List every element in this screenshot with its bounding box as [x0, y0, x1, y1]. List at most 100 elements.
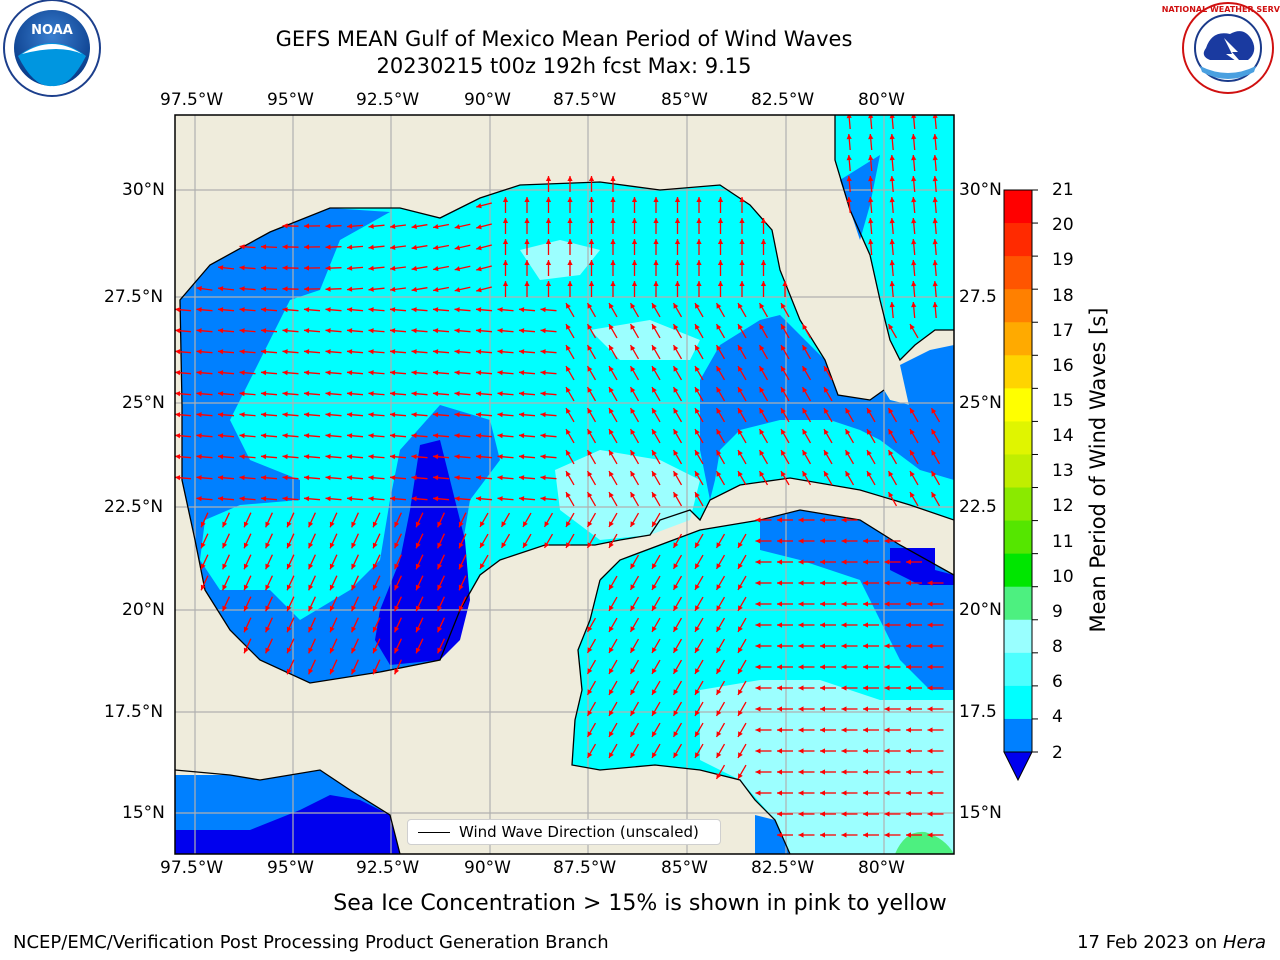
wind-wave-arrow-head [652, 408, 657, 414]
wind-wave-arrow-head [282, 454, 288, 460]
wind-wave-arrow-head [415, 542, 421, 549]
wind-wave-arrow-head [304, 223, 309, 229]
graticule [175, 115, 954, 854]
noaa-logo: NOAA [3, 0, 101, 97]
wind-wave-arrow-head [824, 471, 829, 477]
wind-wave-arrow-head [433, 349, 439, 355]
wind-wave-arrow-head [927, 580, 933, 586]
wind-wave-arrow-head [411, 328, 417, 334]
wind-wave-arrow-head [609, 689, 614, 695]
wind-wave-arrow-head [884, 643, 890, 649]
wind-wave-arrow-head [329, 542, 335, 549]
wind-wave-arrow-head [652, 647, 657, 653]
wind-wave-arrow-head [433, 475, 439, 481]
wind-wave-arrow-head [927, 748, 933, 754]
wind-wave-arrow-head [286, 626, 292, 633]
wind-wave-arrow-head [759, 471, 765, 477]
wind-wave-arrow-head [394, 605, 400, 612]
wind-wave-arrow-head [325, 244, 331, 250]
wind-wave-arrow-head [261, 475, 267, 481]
colorbar-tick: 6 [1052, 672, 1063, 692]
wind-wave-arrow-head [695, 689, 700, 695]
wind-wave-arrow-head [798, 706, 804, 712]
wind-wave-arrow-head [610, 176, 616, 181]
wind-wave-arrow-head [218, 496, 224, 502]
wind-wave-arrow-head [497, 349, 503, 355]
wind-wave-arrow-head [738, 689, 743, 695]
wind-wave-arrow-head [841, 706, 847, 712]
wind-wave-arrow-head [588, 218, 595, 223]
wind-wave-arrow-head [304, 433, 310, 439]
wind-wave-arrow-head [630, 450, 636, 456]
wind-wave-arrow-head [846, 197, 852, 203]
wind-wave-arrow-head [739, 281, 745, 286]
wind-wave-arrow-head [911, 239, 917, 245]
wind-wave-arrow-head [347, 412, 353, 418]
wind-wave-arrow-head [798, 601, 804, 607]
colorbar-segment [1004, 355, 1032, 389]
wind-wave-arrow-head [630, 731, 636, 737]
wind-wave-arrow-head [196, 454, 202, 460]
wind-wave-arrow-head [716, 303, 722, 309]
lon-tick-top: 95°W [267, 90, 314, 110]
wind-wave-arrow-head [476, 433, 482, 439]
wind-wave-arrow-head [265, 542, 271, 549]
wind-wave-arrow-head [304, 307, 310, 313]
wind-wave-arrow-head [437, 647, 443, 654]
wind-wave-arrow-head [368, 328, 374, 334]
wind-wave-arrow-head [261, 265, 267, 271]
wind-wave-arrow-head [759, 387, 765, 393]
wind-wave-arrow-head [673, 584, 679, 590]
colorbar-tick: 17 [1052, 321, 1074, 341]
colorbar-under-triangle [1003, 751, 1033, 782]
wind-wave-arrow-head [433, 328, 439, 334]
wind-wave-arrow-head [609, 521, 614, 527]
wind-wave-arrow-head [347, 244, 353, 250]
wind-wave-arrow-head [846, 134, 852, 140]
wind-wave-arrow-head [781, 471, 786, 477]
colorbar-segment [1004, 289, 1032, 323]
wind-wave-arrow-head [820, 580, 825, 586]
wind-wave-arrow-head [846, 115, 852, 119]
wind-wave-arrow-head [927, 832, 933, 838]
footer-date-text: 17 Feb 2023 on [1077, 932, 1223, 953]
wind-wave-arrow-head [587, 542, 593, 548]
wind-wave-arrow-head [777, 748, 782, 754]
wind-wave-arrow-head [716, 471, 722, 477]
wind-wave-arrow-head [394, 563, 400, 570]
wind-wave-arrow-head [716, 731, 722, 737]
wind-wave-arrow-head [196, 307, 202, 313]
wind-wave-arrow-head [175, 328, 181, 334]
wind-wave-arrow-head [347, 307, 353, 313]
wind-wave-arrow-head [476, 496, 482, 502]
period-under-2-region [175, 795, 400, 854]
wind-wave-arrow-head [587, 324, 593, 330]
wind-wave-arrow-head [175, 475, 181, 481]
wind-wave-arrow-head [368, 475, 374, 481]
wind-wave-arrow-head [545, 281, 552, 286]
lat-tick-left: 27.5°N [104, 287, 164, 307]
wind-wave-arrow-head [777, 769, 782, 775]
wind-wave-arrow-head [239, 475, 245, 481]
wind-wave-arrow-head [931, 450, 937, 456]
wind-wave-arrow-head [545, 239, 552, 244]
wind-wave-arrow-head [394, 668, 400, 675]
wind-wave-arrow-head [239, 391, 245, 397]
wind-wave-arrow-head [798, 685, 804, 691]
wind-wave-arrow-head [454, 370, 460, 376]
wind-wave-arrow-head [673, 542, 679, 548]
wind-wave-arrow-head [497, 496, 503, 502]
wind-wave-arrow-head [652, 563, 657, 569]
wind-wave-arrow-head [308, 605, 314, 612]
wind-wave-arrow-head [566, 492, 571, 498]
wind-wave-arrow-head [695, 345, 700, 351]
wind-wave-arrow-head [695, 605, 700, 611]
wind-wave-arrow-head [454, 496, 460, 502]
wind-wave-arrow-head [738, 429, 743, 435]
wind-wave-arrow-head [652, 471, 657, 477]
wind-wave-arrow-head [218, 475, 224, 481]
wind-wave-arrow-head [497, 475, 503, 481]
wind-wave-arrow-head [454, 475, 460, 481]
wind-wave-arrow-head [863, 664, 868, 670]
wind-wave-arrow-head [820, 811, 825, 817]
